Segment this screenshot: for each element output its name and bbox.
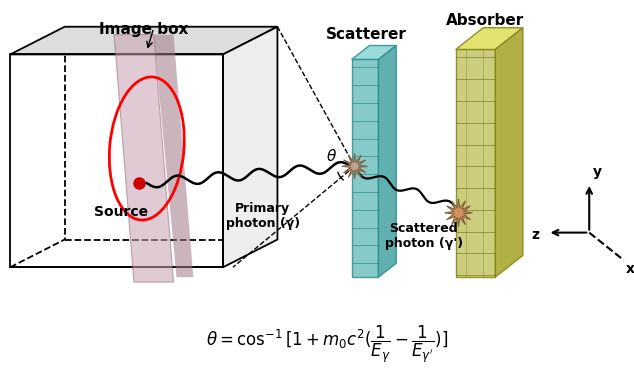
Polygon shape xyxy=(10,27,278,54)
Text: Absorber: Absorber xyxy=(446,13,524,28)
Text: Scattered
photon (γ'): Scattered photon (γ') xyxy=(385,222,463,250)
Polygon shape xyxy=(114,35,174,282)
Text: $\theta = \cos^{-1}[1 + m_0c^2(\dfrac{1}{E_{\gamma}} - \dfrac{1}{E_{\gamma^{\pri: $\theta = \cos^{-1}[1 + m_0c^2(\dfrac{1}… xyxy=(206,324,448,365)
Text: θ: θ xyxy=(327,149,336,164)
Polygon shape xyxy=(495,28,523,277)
Text: y: y xyxy=(593,165,602,179)
Polygon shape xyxy=(352,46,396,60)
Polygon shape xyxy=(378,46,396,277)
Polygon shape xyxy=(223,27,278,267)
Polygon shape xyxy=(342,154,368,179)
Text: z: z xyxy=(532,228,540,242)
Text: Image box: Image box xyxy=(99,22,188,37)
Text: Primary
photon (γ): Primary photon (γ) xyxy=(226,202,300,230)
Text: x: x xyxy=(626,262,634,276)
Polygon shape xyxy=(456,28,523,50)
Text: Scatterer: Scatterer xyxy=(326,27,407,41)
Polygon shape xyxy=(352,60,378,277)
Polygon shape xyxy=(444,199,472,227)
Text: Source: Source xyxy=(94,205,148,219)
Polygon shape xyxy=(153,35,193,277)
Polygon shape xyxy=(456,50,495,277)
